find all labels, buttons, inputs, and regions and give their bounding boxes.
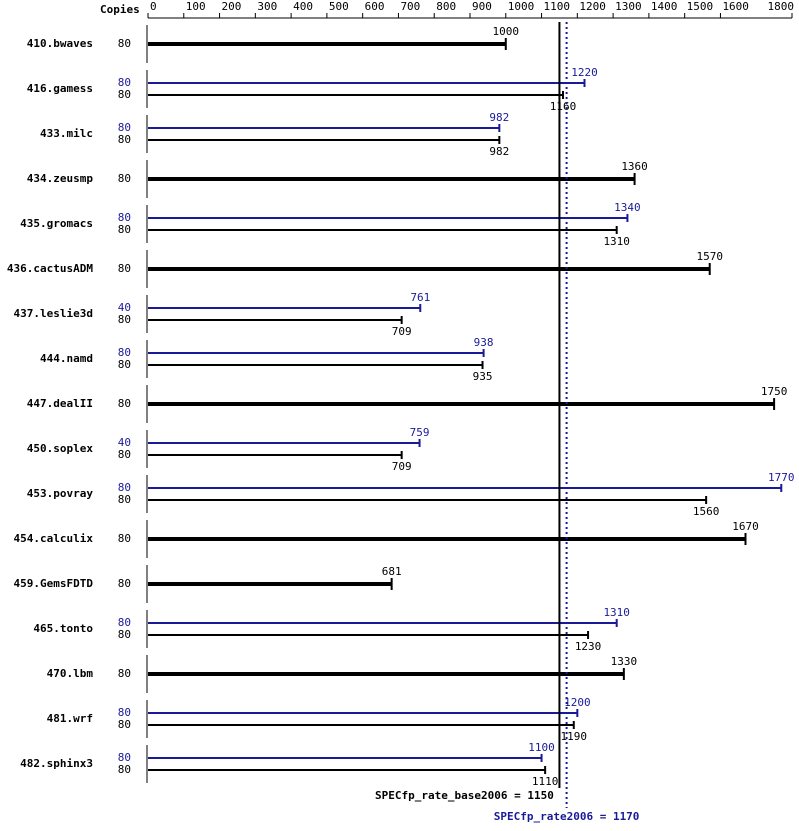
value-label: 935	[473, 370, 493, 383]
category-label: 433.milc	[40, 127, 93, 140]
copies-label: 80	[118, 121, 131, 134]
copies-label: 80	[118, 481, 131, 494]
copies-label: 80	[118, 313, 131, 326]
x-tick-label: 1400	[651, 0, 678, 13]
value-label: 1310	[603, 235, 630, 248]
category-label: 444.namd	[40, 352, 93, 365]
category-label: 437.leslie3d	[14, 307, 93, 320]
category-label: 410.bwaves	[27, 37, 93, 50]
copies-label: 40	[118, 301, 131, 314]
value-label: 1330	[611, 655, 638, 668]
category-label: 459.GemsFDTD	[14, 577, 94, 590]
value-label: 1190	[561, 730, 588, 743]
value-label: 1230	[575, 640, 602, 653]
value-label: 1340	[614, 201, 641, 214]
category-label: 454.calculix	[14, 532, 94, 545]
value-label: 709	[392, 460, 412, 473]
copies-label: 80	[118, 751, 131, 764]
copies-label: 80	[118, 616, 131, 629]
copies-label: 80	[118, 667, 131, 680]
copies-label: 80	[118, 88, 131, 101]
copies-label: 80	[118, 628, 131, 641]
category-label: 465.tonto	[33, 622, 93, 635]
value-label: 1670	[732, 520, 759, 533]
category-label: 447.dealII	[27, 397, 93, 410]
x-tick-label: 100	[186, 0, 206, 13]
x-tick-label: 1300	[615, 0, 642, 13]
x-tick-label: 0	[150, 0, 157, 13]
x-tick-label: 1000	[508, 0, 535, 13]
value-label: 1770	[768, 471, 795, 484]
x-tick-label: 200	[222, 0, 242, 13]
copies-label: 80	[118, 493, 131, 506]
x-tick-label: 700	[400, 0, 420, 13]
value-label: 1220	[571, 66, 598, 79]
reference-label: SPECfp_rate2006 = 1170	[494, 810, 640, 823]
x-tick-label: 1200	[579, 0, 606, 13]
value-label: 1100	[528, 741, 555, 754]
copies-label: 80	[118, 346, 131, 359]
category-label: 450.soplex	[27, 442, 94, 455]
value-label: 1310	[603, 606, 630, 619]
copies-label: 80	[118, 706, 131, 719]
copies-label: 80	[118, 76, 131, 89]
x-tick-label: 1500	[687, 0, 714, 13]
value-label: 1000	[493, 25, 520, 38]
category-label: 416.gamess	[27, 82, 93, 95]
category-label: 482.sphinx3	[20, 757, 93, 770]
value-label: 761	[410, 291, 430, 304]
category-label: 436.cactusADM	[7, 262, 93, 275]
x-tick-label: 800	[436, 0, 456, 13]
copies-label: 80	[118, 211, 131, 224]
value-label: 982	[489, 111, 509, 124]
value-label: 1560	[693, 505, 720, 518]
copies-label: 80	[118, 577, 131, 590]
x-tick-label: 1800	[768, 0, 795, 13]
copies-label: 80	[118, 133, 131, 146]
copies-label: 80	[118, 532, 131, 545]
x-tick-label: 500	[329, 0, 349, 13]
value-label: 1160	[550, 100, 577, 113]
x-tick-label: 400	[293, 0, 313, 13]
copies-label: 80	[118, 397, 131, 410]
value-label: 1570	[696, 250, 723, 263]
category-label: 481.wrf	[47, 712, 93, 725]
copies-header: Copies	[100, 3, 140, 16]
value-label: 938	[474, 336, 494, 349]
category-label: 453.povray	[27, 487, 94, 500]
copies-label: 80	[118, 223, 131, 236]
copies-label: 80	[118, 358, 131, 371]
x-tick-label: 600	[365, 0, 385, 13]
copies-label: 40	[118, 436, 131, 449]
category-label: 470.lbm	[47, 667, 94, 680]
x-tick-label: 1100	[544, 0, 571, 13]
value-label: 982	[489, 145, 509, 158]
reference-label: SPECfp_rate_base2006 = 1150	[375, 789, 554, 802]
value-label: 1110	[532, 775, 559, 788]
value-label: 759	[410, 426, 430, 439]
copies-label: 80	[118, 37, 131, 50]
value-label: 1360	[621, 160, 648, 173]
copies-label: 80	[118, 448, 131, 461]
copies-label: 80	[118, 262, 131, 275]
value-label: 1750	[761, 385, 788, 398]
x-tick-label: 900	[472, 0, 492, 13]
category-label: 434.zeusmp	[27, 172, 94, 185]
value-label: 681	[382, 565, 402, 578]
value-label: 709	[392, 325, 412, 338]
x-tick-label: 300	[257, 0, 277, 13]
copies-label: 80	[118, 718, 131, 731]
copies-label: 80	[118, 763, 131, 776]
copies-label: 80	[118, 172, 131, 185]
category-label: 435.gromacs	[20, 217, 93, 230]
x-tick-label: 1600	[722, 0, 749, 13]
value-label: 1200	[564, 696, 591, 709]
